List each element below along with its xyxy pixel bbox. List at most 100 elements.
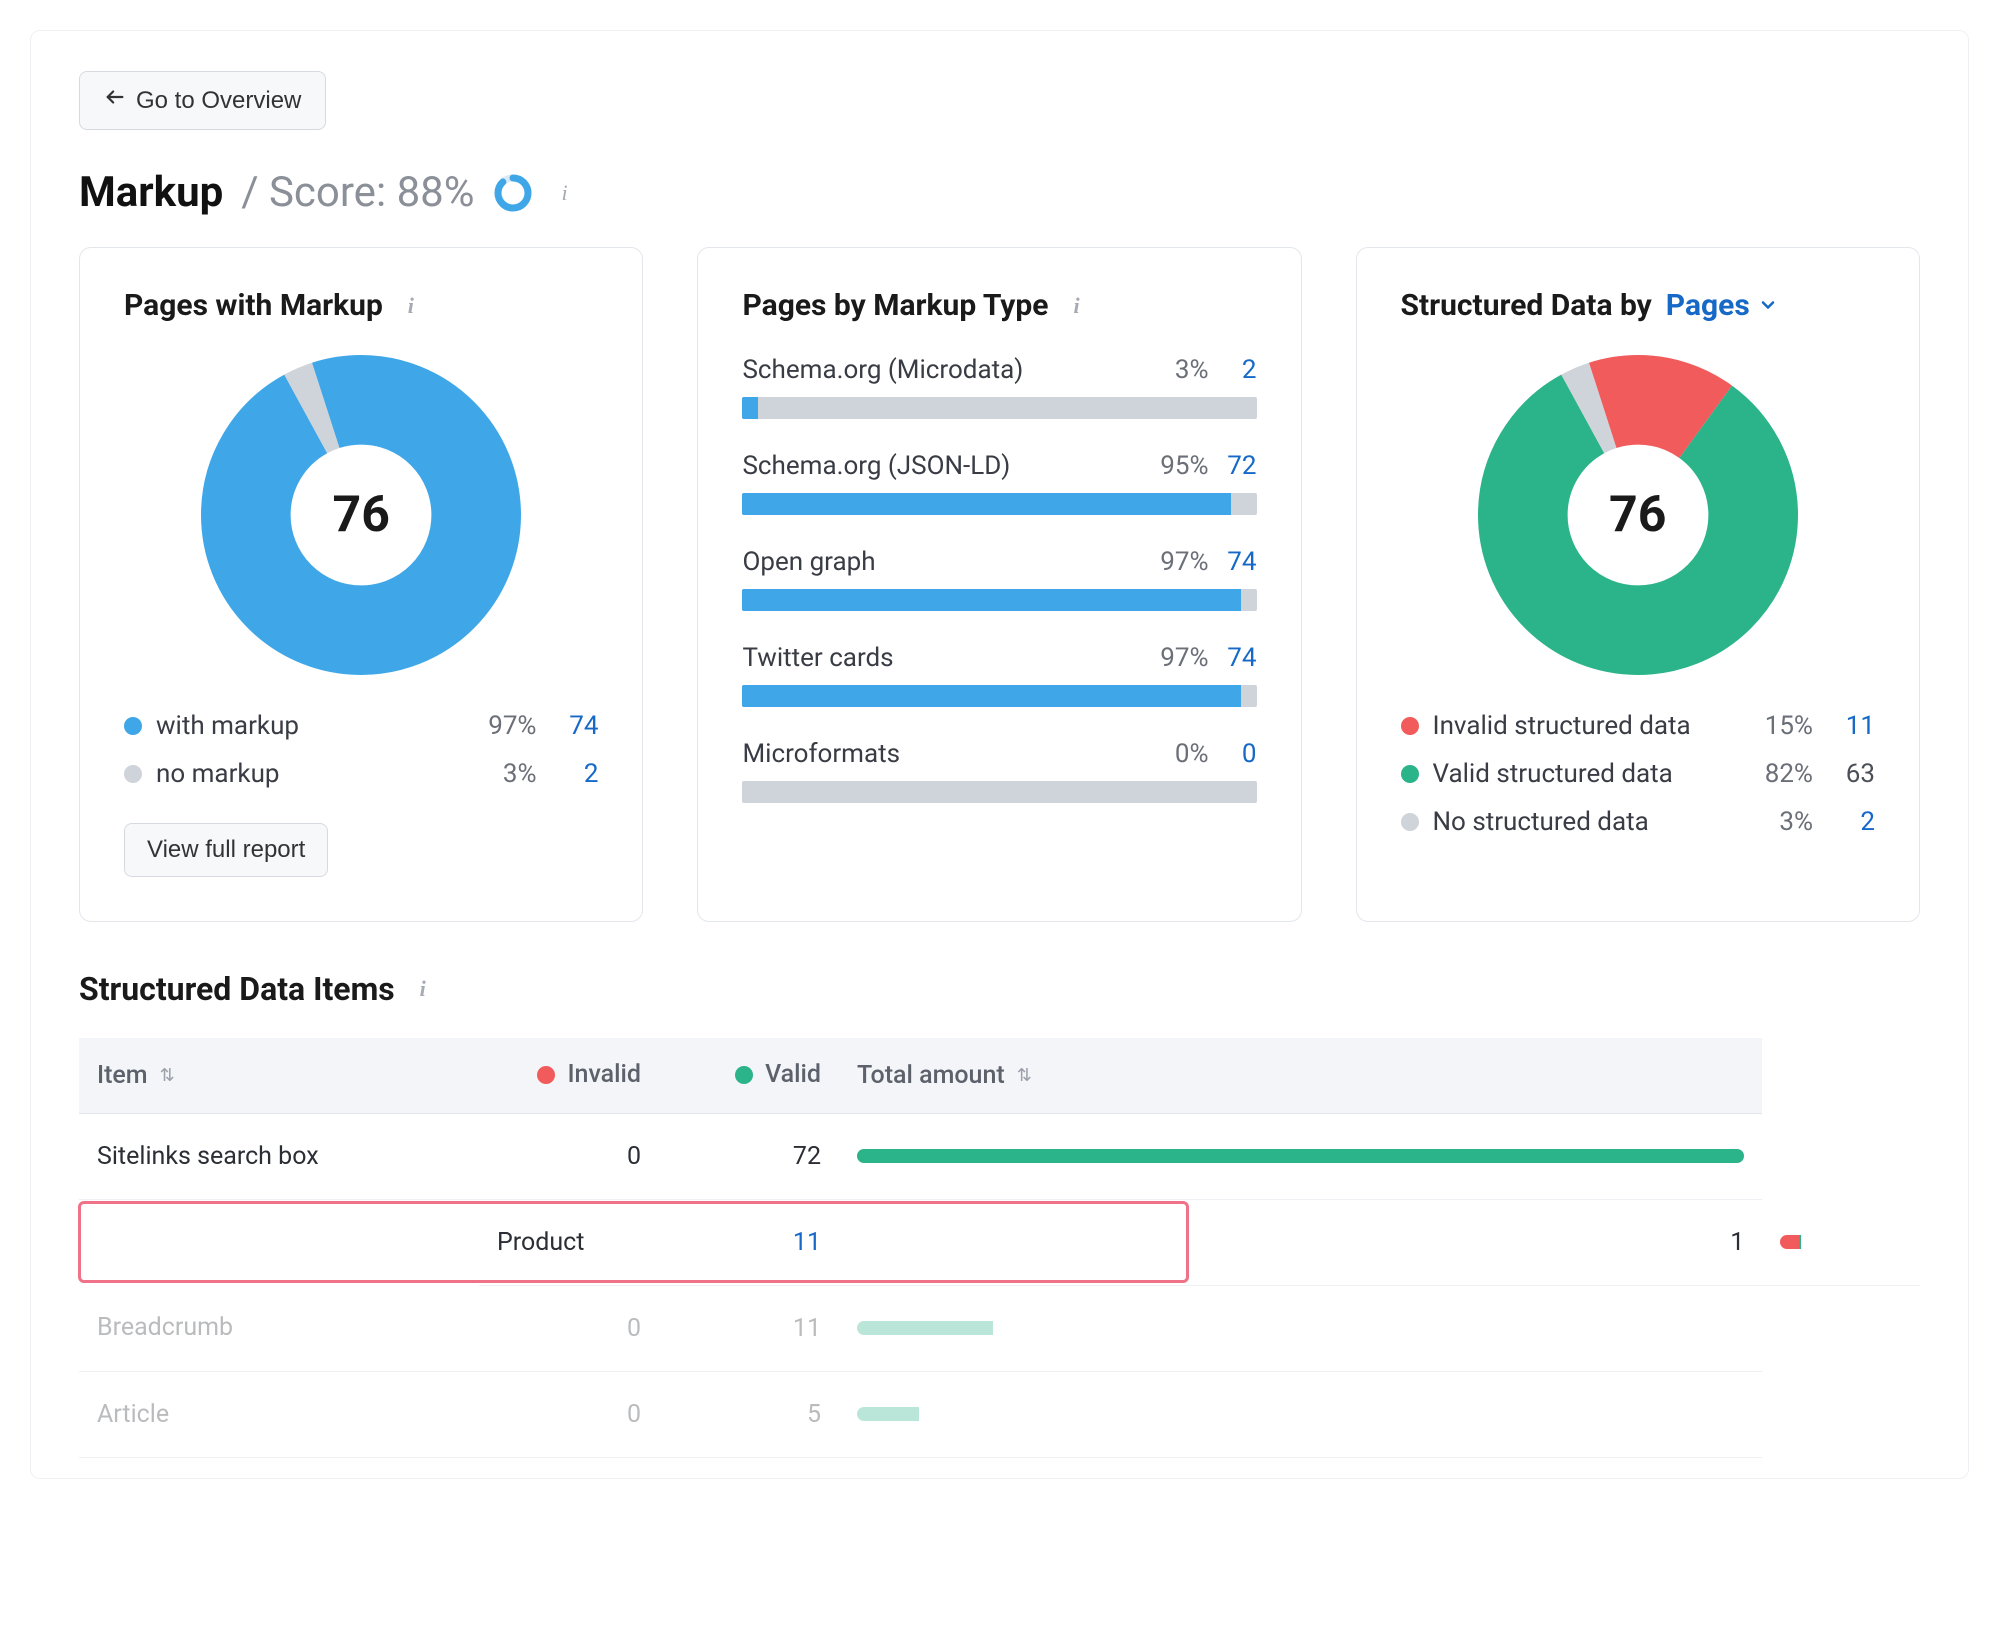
bar-label: Microformats — [742, 739, 1174, 769]
legend-dot-icon — [124, 765, 142, 783]
legend-item: No structured data 3% 2 — [1401, 807, 1875, 837]
structured-data-by-dropdown[interactable]: Pages — [1666, 288, 1778, 323]
card-title: Pages with Markup — [124, 288, 383, 323]
col-item[interactable]: Item⇅ — [79, 1038, 479, 1113]
legend-dot-icon — [1401, 765, 1419, 783]
donut-center-value: 76 — [1478, 355, 1798, 675]
donut-center-value: 76 — [201, 355, 521, 675]
amount-bar — [857, 1321, 1744, 1335]
cell-item: Breadcrumb — [79, 1285, 479, 1371]
bar-pct: 95% — [1160, 451, 1208, 481]
pages-by-markup-type-card: Pages by Markup Type i Schema.org (Micro… — [697, 247, 1301, 922]
legend-dot-icon — [124, 717, 142, 735]
card-title-static: Structured Data by — [1401, 288, 1652, 323]
cell-item: Article — [79, 1371, 479, 1457]
amount-bar — [857, 1149, 1744, 1163]
structured-data-items-table: Item⇅ Invalid Valid Total amount⇅ Siteli… — [79, 1038, 1920, 1458]
legend-label: Invalid structured data — [1433, 711, 1731, 741]
legend-item: with markup 97% 74 — [124, 711, 598, 741]
cell-total — [1762, 1199, 1920, 1285]
bar-pct: 97% — [1160, 547, 1208, 577]
legend-pct: 97% — [468, 711, 536, 741]
amount-bar — [1780, 1235, 1902, 1249]
bar-label: Schema.org (JSON-LD) — [742, 451, 1160, 481]
cell-valid: 11 — [659, 1285, 839, 1371]
structured-data-card: Structured Data by Pages 76 Invalid stru… — [1356, 247, 1920, 922]
markup-donut-chart: 76 — [201, 355, 521, 675]
info-icon[interactable]: i — [409, 975, 437, 1003]
cell-invalid[interactable]: 11 — [659, 1199, 839, 1285]
bar-count[interactable]: 74 — [1223, 547, 1257, 577]
legend-dot-icon — [1401, 813, 1419, 831]
bar-count[interactable]: 74 — [1223, 643, 1257, 673]
bar-pct: 3% — [1175, 355, 1209, 385]
markup-type-bar: Schema.org (Microdata) 3% 2 — [742, 355, 1256, 419]
legend-pct: 3% — [1745, 807, 1813, 837]
pages-with-markup-card: Pages with Markup i 76 with markup 97% 7… — [79, 247, 643, 922]
bar-label: Open graph — [742, 547, 1160, 577]
legend-pct: 3% — [468, 759, 536, 789]
legend-label: No structured data — [1433, 807, 1731, 837]
markup-type-bar: Schema.org (JSON-LD) 95% 72 — [742, 451, 1256, 515]
sort-icon: ⇅ — [1017, 1065, 1032, 1086]
legend-pct: 82% — [1745, 759, 1813, 789]
legend-count: 63 — [1827, 759, 1875, 789]
bar-count[interactable]: 72 — [1223, 451, 1257, 481]
go-to-overview-button[interactable]: Go to Overview — [79, 71, 326, 130]
cell-invalid: 0 — [479, 1371, 659, 1457]
table-row[interactable]: Sitelinks search box 0 72 — [79, 1113, 1920, 1199]
cell-invalid: 0 — [479, 1113, 659, 1199]
cell-total — [839, 1113, 1762, 1199]
legend-count[interactable]: 11 — [1827, 711, 1875, 741]
legend-label: with markup — [156, 711, 454, 741]
bar-count[interactable]: 2 — [1223, 355, 1257, 385]
back-label: Go to Overview — [136, 87, 301, 115]
cell-valid: 1 — [839, 1199, 1762, 1285]
col-total[interactable]: Total amount⇅ — [839, 1038, 1762, 1113]
legend-item: Valid structured data 82% 63 — [1401, 759, 1875, 789]
markup-type-bar: Open graph 97% 74 — [742, 547, 1256, 611]
col-valid[interactable]: Valid — [659, 1038, 839, 1113]
cell-total — [839, 1285, 1762, 1371]
legend-label: no markup — [156, 759, 454, 789]
bar-label: Schema.org (Microdata) — [742, 355, 1174, 385]
bar-pct: 0% — [1175, 739, 1209, 769]
legend-count[interactable]: 2 — [1827, 807, 1875, 837]
table-row[interactable]: Product 11 1 — [79, 1199, 1920, 1285]
arrow-left-icon — [104, 86, 126, 115]
cell-invalid: 0 — [479, 1285, 659, 1371]
bar-track — [742, 397, 1256, 419]
page-title-row: Markup / Score: 88% i — [79, 168, 1920, 217]
legend-pct: 15% — [1745, 711, 1813, 741]
bar-count[interactable]: 0 — [1223, 739, 1257, 769]
bar-track — [742, 781, 1256, 803]
view-full-report-button[interactable]: View full report — [124, 823, 328, 877]
col-invalid[interactable]: Invalid — [479, 1038, 659, 1113]
legend-item: Invalid structured data 15% 11 — [1401, 711, 1875, 741]
markup-report: Go to Overview Markup / Score: 88% i Pag… — [30, 30, 1969, 1479]
amount-bar — [857, 1407, 1744, 1421]
legend-item: no markup 3% 2 — [124, 759, 598, 789]
table-row[interactable]: Breadcrumb 0 11 — [79, 1285, 1920, 1371]
info-icon[interactable]: i — [1063, 292, 1091, 320]
bar-track — [742, 685, 1256, 707]
info-icon[interactable]: i — [551, 179, 579, 207]
score-ring-icon — [493, 173, 533, 213]
legend-count[interactable]: 2 — [550, 759, 598, 789]
cell-valid: 5 — [659, 1371, 839, 1457]
markup-type-bar: Microformats 0% 0 — [742, 739, 1256, 803]
legend-dot-icon — [1401, 717, 1419, 735]
bar-track — [742, 589, 1256, 611]
sort-icon: ⇅ — [160, 1065, 175, 1086]
cell-item: Sitelinks search box — [79, 1113, 479, 1199]
bar-label: Twitter cards — [742, 643, 1160, 673]
score-label: / Score: 88% — [241, 168, 474, 217]
table-row[interactable]: Article 0 5 — [79, 1371, 1920, 1457]
info-icon[interactable]: i — [397, 292, 425, 320]
section-title: Structured Data Items — [79, 970, 395, 1008]
legend-count[interactable]: 74 — [550, 711, 598, 741]
cell-valid: 72 — [659, 1113, 839, 1199]
page-title: Markup — [79, 168, 223, 217]
cell-item: Product — [479, 1199, 659, 1285]
markup-type-bar: Twitter cards 97% 74 — [742, 643, 1256, 707]
